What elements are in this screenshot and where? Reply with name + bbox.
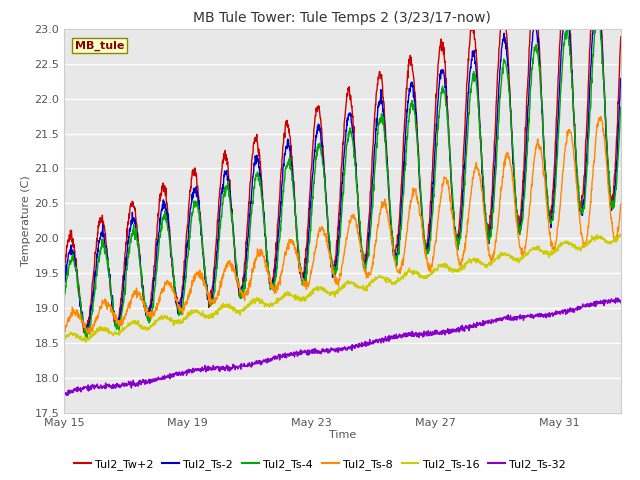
Tul2_Ts-2 xyxy=(356,235,364,240)
Tul2_Ts-8 xyxy=(356,246,364,252)
Tul2_Ts-2 xyxy=(617,76,625,82)
Tul2_Ts-16 xyxy=(300,297,307,303)
Tul2_Ts-32 xyxy=(617,300,625,306)
Tul2_Ts-4 xyxy=(419,210,426,216)
Tul2_Ts-8 xyxy=(300,281,307,287)
Tul2_Ts-2 xyxy=(530,26,538,32)
Line: Tul2_Ts-8: Tul2_Ts-8 xyxy=(64,117,621,335)
Tul2_Ts-8 xyxy=(93,313,101,319)
Tul2_Tw+2 xyxy=(541,163,548,168)
Tul2_Tw+2 xyxy=(467,26,475,32)
Line: Tul2_Ts-16: Tul2_Ts-16 xyxy=(64,234,621,342)
Line: Tul2_Ts-4: Tul2_Ts-4 xyxy=(64,29,621,340)
Tul2_Ts-2 xyxy=(541,160,548,166)
Tul2_Ts-32 xyxy=(419,331,426,337)
Tul2_Ts-16 xyxy=(617,233,625,239)
Tul2_Ts-4 xyxy=(356,230,364,236)
Tul2_Ts-2 xyxy=(300,273,307,279)
Tul2_Ts-4 xyxy=(83,337,90,343)
Tul2_Ts-16 xyxy=(60,336,68,341)
Tul2_Tw+2 xyxy=(93,238,101,244)
Tul2_Ts-32 xyxy=(356,343,364,349)
Tul2_Ts-16 xyxy=(83,339,90,345)
Tul2_Ts-2 xyxy=(60,285,68,290)
Legend: Tul2_Tw+2, Tul2_Ts-2, Tul2_Ts-4, Tul2_Ts-8, Tul2_Ts-16, Tul2_Ts-32: Tul2_Tw+2, Tul2_Ts-2, Tul2_Ts-4, Tul2_Ts… xyxy=(69,455,571,474)
Tul2_Ts-4 xyxy=(93,268,101,274)
Tul2_Ts-4 xyxy=(563,26,571,32)
Tul2_Ts-8 xyxy=(308,263,316,269)
Tul2_Ts-8 xyxy=(617,201,625,207)
Tul2_Ts-32 xyxy=(60,390,68,396)
Tul2_Ts-8 xyxy=(60,326,68,332)
Tul2_Tw+2 xyxy=(419,216,426,222)
Tul2_Ts-8 xyxy=(419,225,426,230)
Tul2_Ts-4 xyxy=(617,104,625,110)
Tul2_Ts-16 xyxy=(308,289,316,295)
Tul2_Ts-8 xyxy=(597,114,605,120)
Tul2_Ts-4 xyxy=(541,154,548,159)
Tul2_Ts-32 xyxy=(93,381,101,387)
Tul2_Ts-2 xyxy=(419,216,426,221)
Tul2_Ts-8 xyxy=(86,332,94,337)
Tul2_Ts-2 xyxy=(93,251,101,256)
Tul2_Tw+2 xyxy=(356,237,364,242)
Tul2_Ts-16 xyxy=(541,250,548,256)
Tul2_Ts-2 xyxy=(308,176,316,182)
Tul2_Tw+2 xyxy=(300,269,307,275)
Tul2_Ts-8 xyxy=(541,173,548,179)
Tul2_Ts-16 xyxy=(419,273,426,278)
Tul2_Tw+2 xyxy=(308,151,316,156)
Tul2_Ts-4 xyxy=(308,201,316,206)
Tul2_Ts-16 xyxy=(616,231,624,237)
Tul2_Ts-16 xyxy=(93,325,101,331)
Line: Tul2_Tw+2: Tul2_Tw+2 xyxy=(64,29,621,334)
Tul2_Ts-16 xyxy=(356,285,364,290)
Tul2_Tw+2 xyxy=(617,34,625,40)
Title: MB Tule Tower: Tule Temps 2 (3/23/17-now): MB Tule Tower: Tule Temps 2 (3/23/17-now… xyxy=(193,11,492,25)
Tul2_Ts-4 xyxy=(60,299,68,305)
Tul2_Tw+2 xyxy=(60,264,68,270)
X-axis label: Time: Time xyxy=(329,431,356,441)
Tul2_Ts-32 xyxy=(541,313,548,319)
Line: Tul2_Ts-2: Tul2_Ts-2 xyxy=(64,29,621,335)
Tul2_Ts-32 xyxy=(63,392,70,398)
Tul2_Ts-32 xyxy=(308,348,316,354)
Tul2_Ts-32 xyxy=(612,295,620,301)
Tul2_Ts-4 xyxy=(300,278,307,284)
Tul2_Tw+2 xyxy=(81,331,89,337)
Tul2_Ts-2 xyxy=(83,332,90,337)
Tul2_Ts-32 xyxy=(300,350,307,356)
Y-axis label: Temperature (C): Temperature (C) xyxy=(22,175,31,266)
Text: MB_tule: MB_tule xyxy=(75,40,125,50)
Line: Tul2_Ts-32: Tul2_Ts-32 xyxy=(64,298,621,395)
